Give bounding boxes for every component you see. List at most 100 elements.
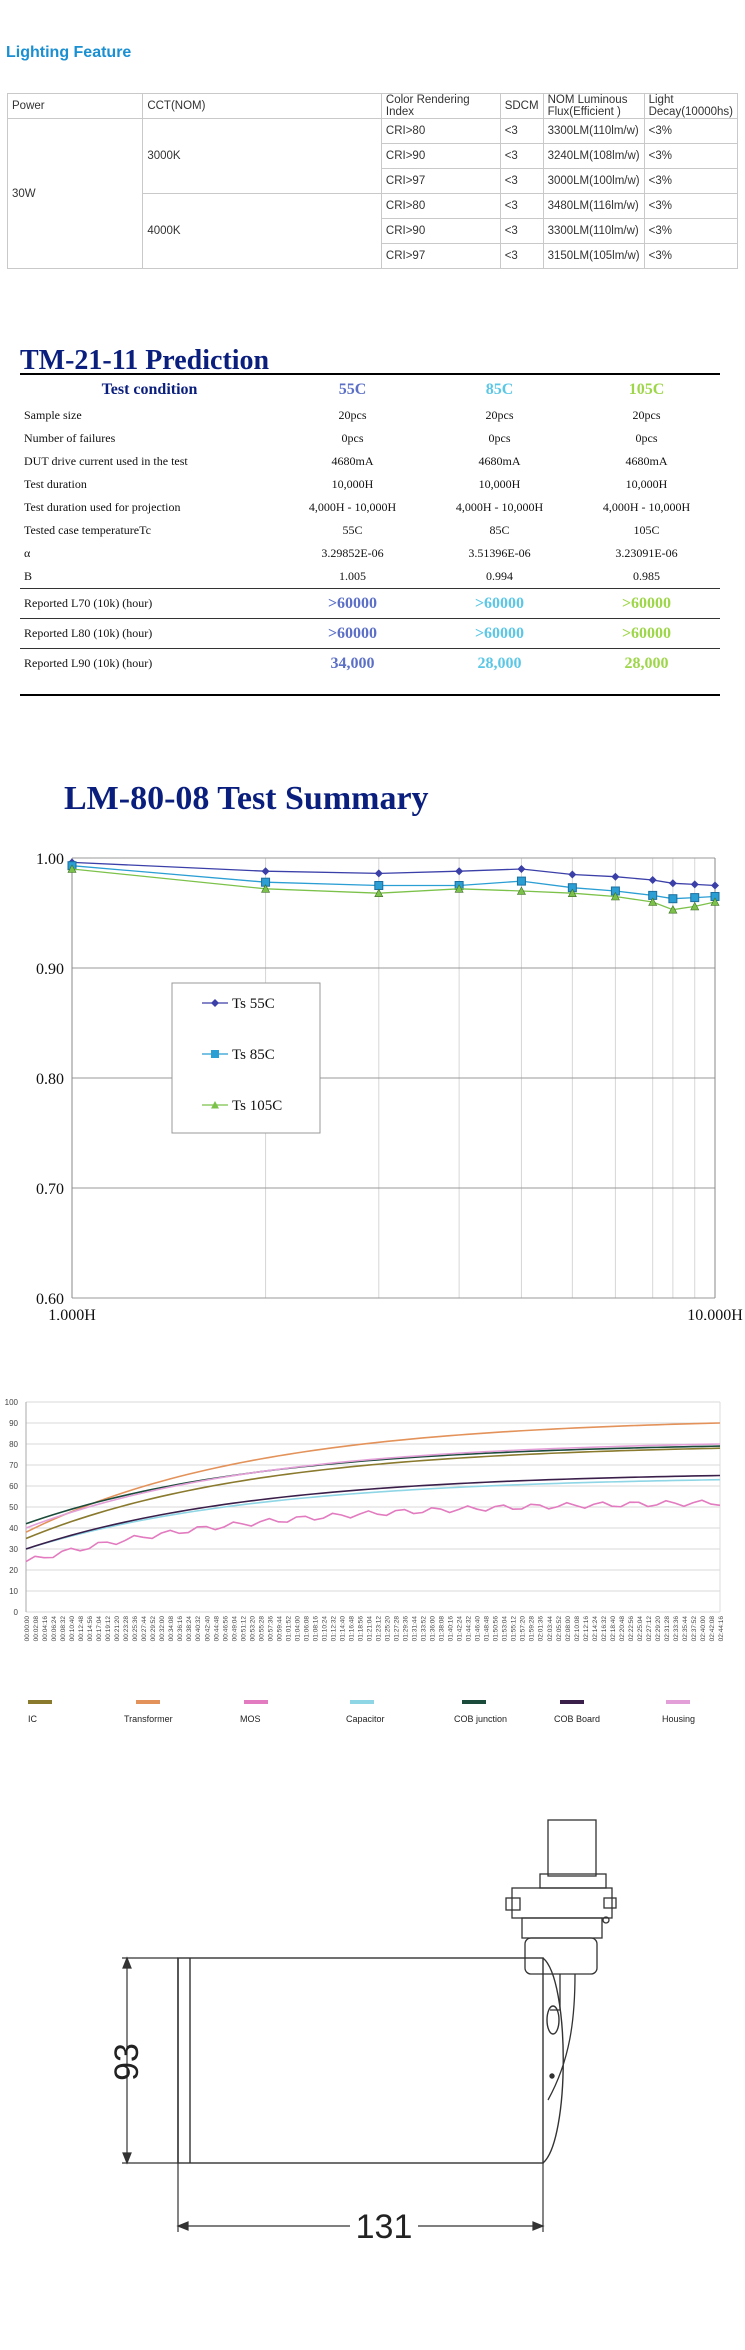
- legend-swatch: [244, 1700, 268, 1704]
- legend-marker: [211, 999, 219, 1007]
- tm21-reported-value: >60000: [279, 588, 426, 619]
- decay-cell: <3%: [643, 143, 739, 169]
- legend-swatch: [136, 1700, 160, 1704]
- tm21-value: 0.994: [486, 569, 513, 583]
- flux-cell: 3150LM(105lm/w): [542, 243, 645, 269]
- series-line-transformer: [25, 1422, 721, 1533]
- data-point: [374, 869, 383, 878]
- tm21-row-label: Sample size: [24, 408, 82, 422]
- legend-swatch: [462, 1700, 486, 1704]
- cri-cell: CRI>80: [380, 118, 501, 144]
- legend-swatch: [560, 1700, 584, 1704]
- data-point: [261, 884, 271, 893]
- sdcm-cell: <3: [499, 243, 544, 269]
- x-tick-label: 00:12:48: [78, 1616, 85, 1642]
- tm21-reported-value: >60000: [573, 618, 720, 649]
- tm21-title: TM-21-11 Prediction: [20, 345, 270, 376]
- lamp-dimension-drawing: 93 131: [108, 1819, 617, 2246]
- x-tick-label: 01:25:20: [385, 1616, 392, 1642]
- decay-cell: <3%: [643, 218, 739, 244]
- column-header: CCT(NOM): [142, 93, 382, 119]
- tm21-row: α 3.29852E-06 3.51396E-06 3.23091E-06: [20, 542, 720, 565]
- y-tick-label: 0.60: [36, 1291, 64, 1308]
- data-point: [690, 901, 700, 911]
- x-tick-label: 01:38:08: [439, 1616, 446, 1642]
- y-tick-label: 0: [14, 1608, 19, 1617]
- data-point: [567, 888, 577, 897]
- x-tick-label: 01:10:24: [321, 1616, 328, 1642]
- chart-legend: Ts 55C Ts 85C Ts 105C: [171, 982, 321, 1134]
- test-condition-header: Test condition: [101, 381, 198, 398]
- series-line-housing: [25, 1443, 721, 1529]
- legend-label: Transformer: [124, 1714, 173, 1724]
- tm21-row-label: B: [24, 569, 33, 583]
- sdcm-cell: <3: [499, 168, 544, 194]
- track-adapter: [505, 1819, 617, 2101]
- length-dimension-label: 131: [356, 2208, 413, 2246]
- y-tick-label: 40: [9, 1524, 18, 1533]
- data-point: [668, 905, 678, 914]
- tm21-row: Tested case temperatureTc 55C 85C 105C: [20, 519, 720, 542]
- temperature-header: 55C: [338, 381, 367, 398]
- cct-cell: 3000K: [142, 118, 382, 194]
- data-point: [374, 881, 384, 890]
- x-tick-label: 01:21:04: [366, 1616, 373, 1642]
- sdcm-cell: <3: [499, 143, 544, 169]
- series-line-cob-board: [25, 1474, 721, 1550]
- series-line-ic: [25, 1447, 721, 1540]
- data-point: [517, 865, 526, 873]
- series-line-capacitor: [25, 1478, 721, 1550]
- tm21-table: Test condition 55C 85C 105C Sample size 20pcs…: [20, 376, 720, 678]
- x-tick-label: 02:08:00: [565, 1616, 572, 1642]
- table-row: 30W 3000K CRI>80 <3 3300LM(110lm/w) <3%: [6, 118, 739, 269]
- x-tick-label: 01:53:04: [502, 1616, 509, 1642]
- x-tick-label: 02:25:04: [637, 1616, 644, 1642]
- tm21-reported-value: 28,000: [426, 648, 573, 678]
- legend-label: Ts 55C: [232, 996, 275, 1012]
- x-tick-label: 00:53:20: [249, 1616, 256, 1642]
- tm21-value: 20pcs: [485, 408, 514, 422]
- x-tick-label: 02:14:24: [592, 1616, 599, 1642]
- height-dimension-label: 93: [108, 2043, 146, 2081]
- x-tick-label: 01:01:52: [285, 1616, 292, 1642]
- series-ts-105c: [67, 864, 720, 914]
- data-point: [668, 894, 678, 904]
- tm21-value: 1.005: [339, 569, 366, 583]
- data-point: [454, 884, 464, 893]
- tm21-row-label: Reported L70 (10k) (hour): [20, 588, 279, 619]
- legend-label: IC: [28, 1714, 38, 1724]
- x-tick-label: 00:25:36: [132, 1616, 139, 1642]
- tm21-header-row: Test condition 55C 85C 105C: [20, 376, 720, 404]
- temperature-header: 85C: [485, 381, 514, 398]
- x-tick-label: 00:23:28: [123, 1616, 130, 1642]
- tm21-value: 20pcs: [632, 408, 661, 422]
- tm21-value: 85C: [489, 523, 510, 537]
- x-tick-label: 00:42:40: [204, 1616, 211, 1642]
- x-tick-label: 00:04:16: [42, 1616, 49, 1642]
- column-header: SDCM: [499, 93, 544, 119]
- series-ts-55c: [68, 858, 719, 890]
- column-header: NOM Luminous Flux(Efficient ): [542, 93, 645, 119]
- tm21-value: 4,000H - 10,000H: [455, 500, 544, 514]
- x-tick-label: 01:14:40: [339, 1616, 346, 1642]
- x-tick-label: 02:01:36: [538, 1616, 545, 1642]
- legend-label: Ts 85C: [232, 1047, 275, 1063]
- data-point: [455, 867, 464, 876]
- sdcm-cell: <3: [499, 218, 544, 244]
- tm21-reported-value: >60000: [279, 618, 426, 649]
- x-tick-label: 00:40:32: [195, 1616, 202, 1642]
- legend-label: COB junction: [454, 1714, 507, 1724]
- column-header: Power: [6, 93, 144, 119]
- x-tick-label: 01:33:52: [421, 1616, 428, 1642]
- chart-grid: [26, 1401, 720, 1613]
- lm80-title: LM-80-08 Test Summary: [64, 780, 429, 817]
- x-tick-label: 01:44:32: [466, 1616, 473, 1642]
- cri-cell: CRI>90: [380, 218, 501, 244]
- tm21-value: 0.985: [633, 569, 660, 583]
- data-point: [690, 880, 699, 889]
- x-tick-label: 00:06:24: [51, 1616, 58, 1642]
- tm21-row: Sample size 20pcs 20pcs 20pcs: [20, 404, 720, 427]
- decay-cell: <3%: [643, 193, 739, 219]
- y-tick-label: 60: [9, 1482, 18, 1491]
